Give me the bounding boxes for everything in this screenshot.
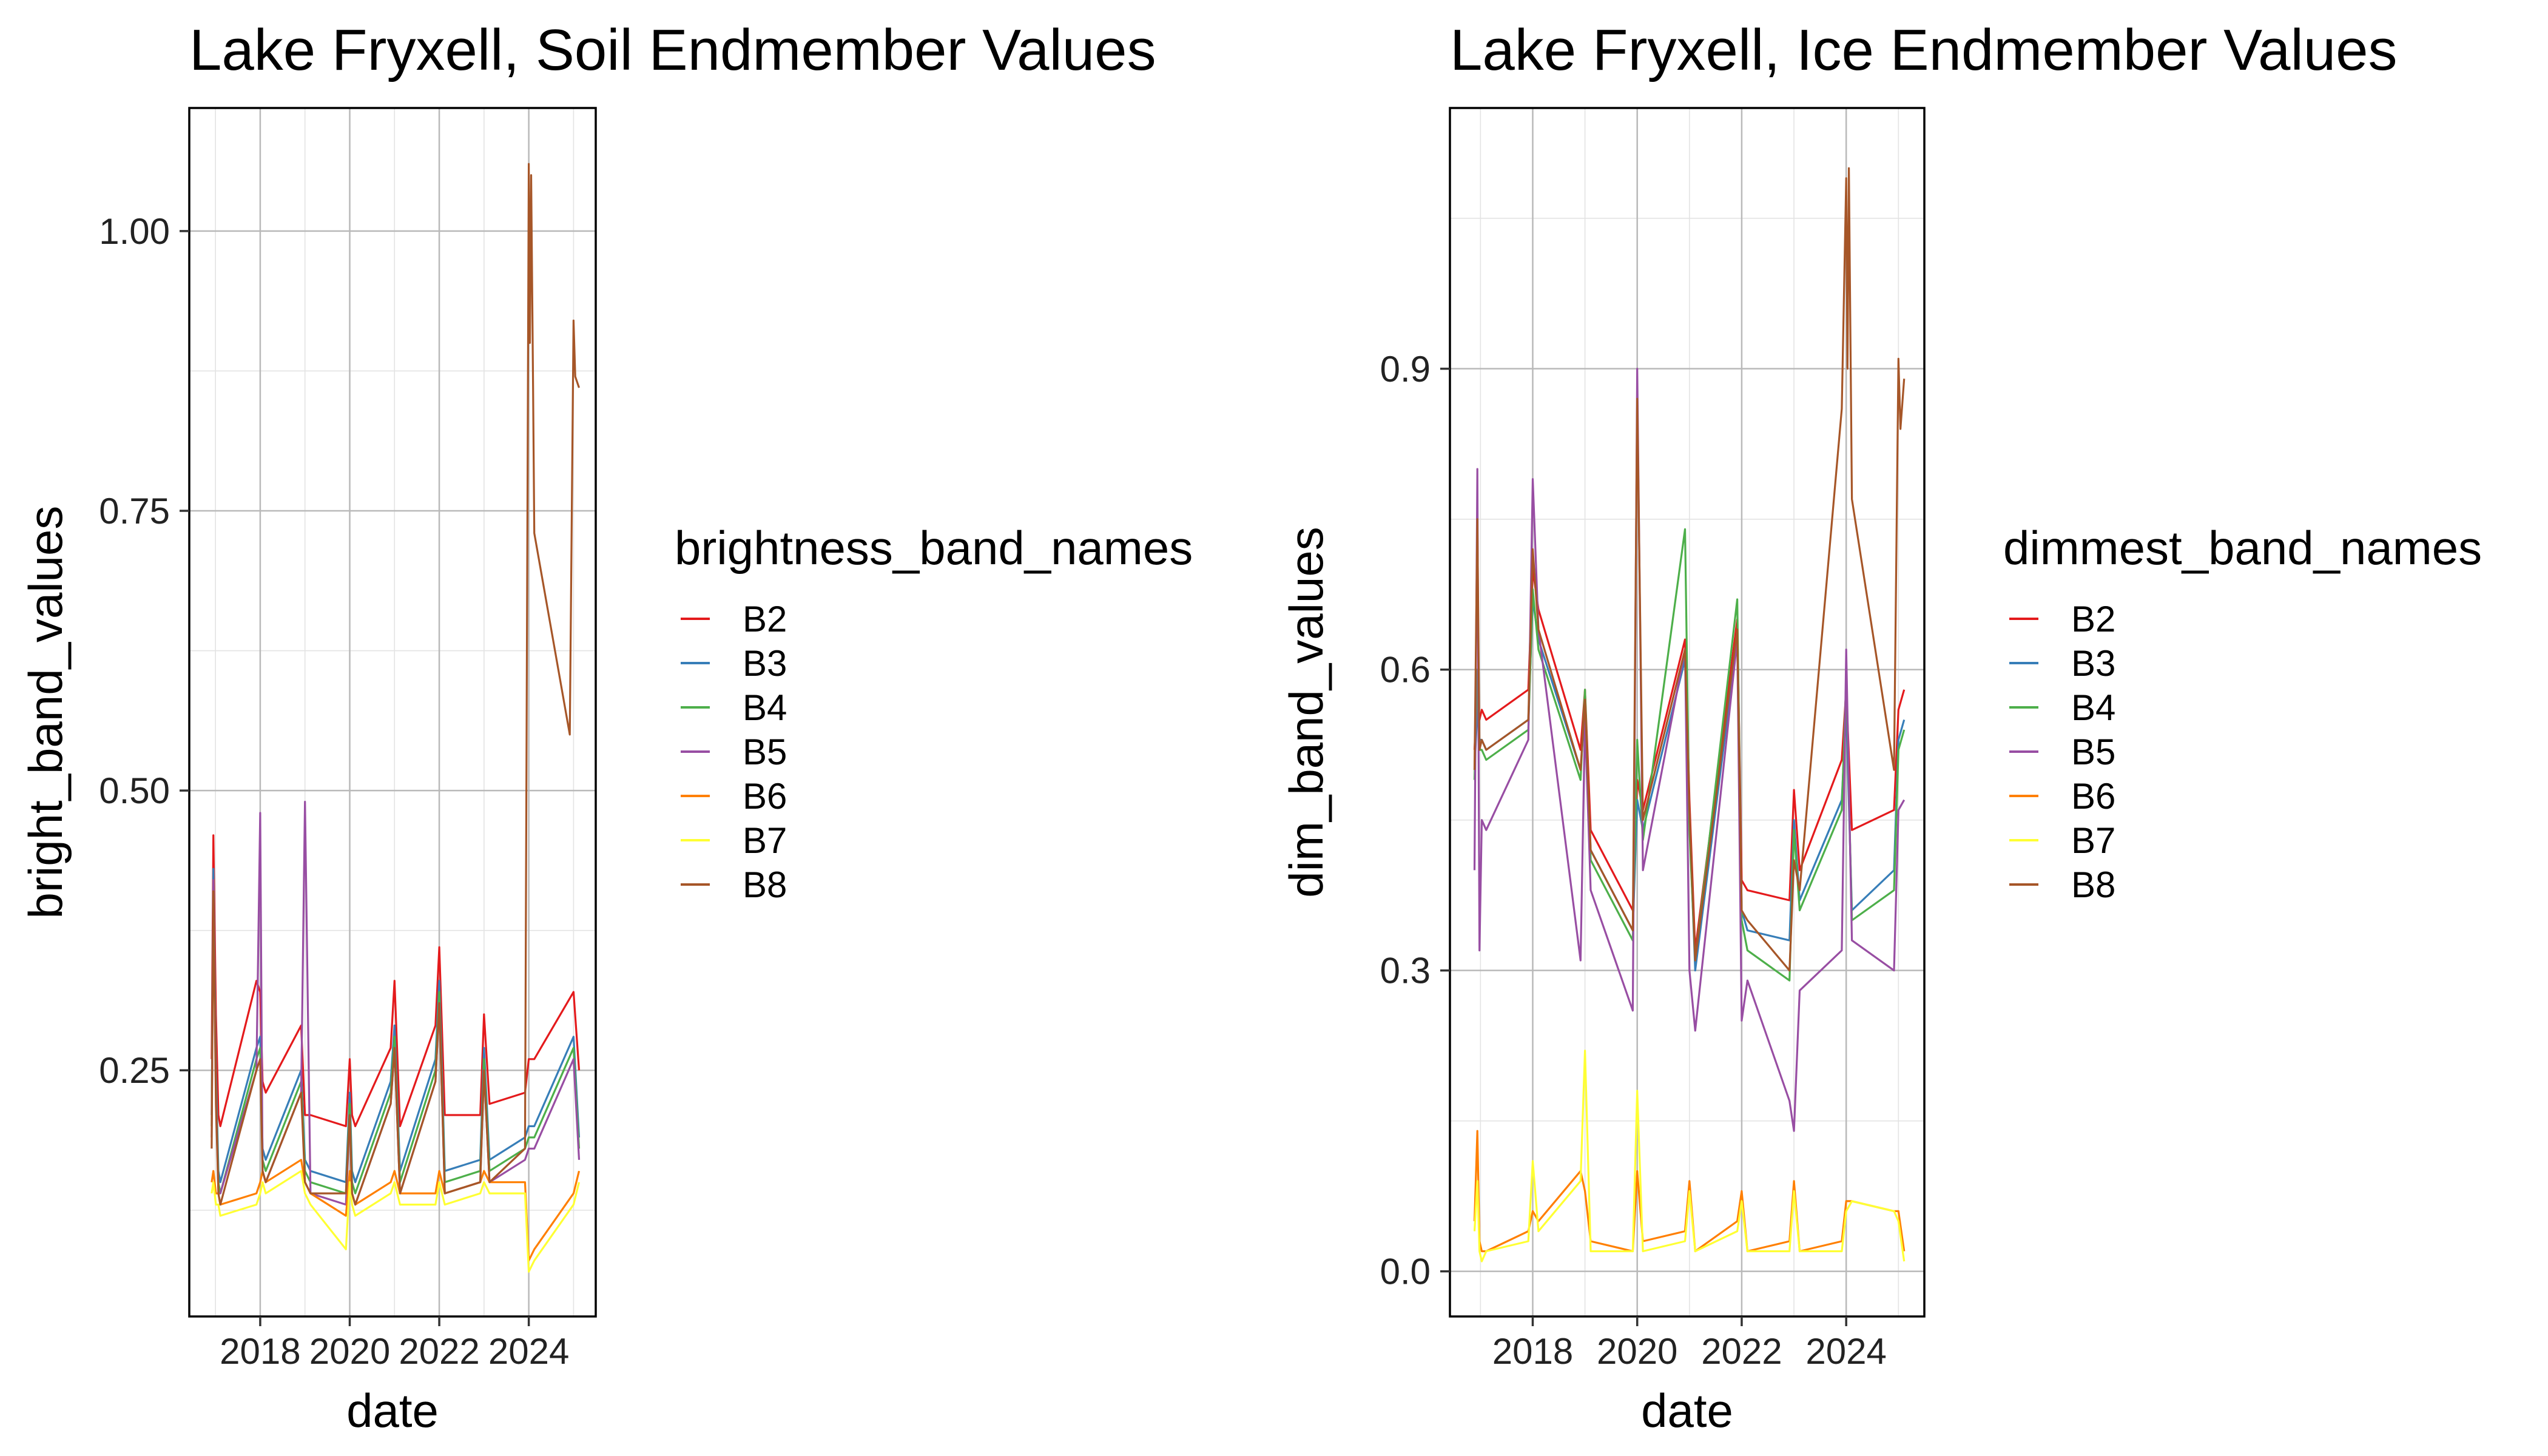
- soil-series-lines: [211, 163, 581, 1273]
- soil-series-b4: [211, 879, 581, 1195]
- ice-x-tick-label: 2024: [1805, 1331, 1886, 1372]
- ice-legend-title: dimmest_band_names: [2003, 521, 2482, 575]
- ice-x-tick-label: 2022: [1701, 1331, 1782, 1372]
- ice-axes: 2018 2020 2022 2024 0.0 0.3 0.6 0.9 date dim_band…: [1279, 349, 1887, 1437]
- legend-label-b6: B6: [743, 776, 787, 817]
- soil-x-tick-label: 2022: [399, 1331, 479, 1372]
- soil-panel-border: [188, 107, 597, 1318]
- ice-x-axis-title: date: [1641, 1384, 1733, 1437]
- legend-label-b5: B5: [2071, 732, 2115, 772]
- legend-item-b4: B4: [2009, 687, 2115, 728]
- legend-item-b6: B6: [681, 776, 787, 817]
- soil-legend-title: brightness_band_names: [675, 521, 1193, 575]
- ice-y-tick-label: 0.9: [1380, 349, 1431, 389]
- legend-label-b6: B6: [2071, 776, 2115, 817]
- legend-label-b4: B4: [743, 687, 787, 728]
- legend-label-b3: B3: [2071, 643, 2115, 684]
- legend-label-b3: B3: [743, 643, 787, 684]
- ice-y-tick-label: 0.6: [1380, 650, 1431, 690]
- legend-item-b6: B6: [2009, 776, 2115, 817]
- legend-item-b5: B5: [2009, 732, 2115, 772]
- soil-y-tick-label: 1.00: [99, 211, 170, 252]
- soil-y-tick-label: 0.75: [99, 491, 170, 531]
- legend-label-b7: B7: [2071, 820, 2115, 861]
- soil-x-tick-label: 2024: [488, 1331, 569, 1372]
- legend-item-b3: B3: [681, 643, 787, 684]
- soil-chart-title: Lake Fryxell, Soil Endmember Values: [189, 18, 1156, 83]
- ice-y-tick-label: 0.0: [1380, 1252, 1431, 1292]
- soil-x-tick-label: 2018: [220, 1331, 300, 1372]
- ice-y-axis-title: dim_band_values: [1279, 527, 1333, 897]
- ice-series-lines: [1473, 167, 1906, 1262]
- legend-label-b8: B8: [743, 864, 787, 905]
- soil-x-tick-label: 2020: [309, 1331, 390, 1372]
- ice-series-b7: [1473, 1050, 1906, 1262]
- ice-x-tick-label: 2018: [1492, 1331, 1573, 1372]
- soil-y-tick-label: 0.25: [99, 1050, 170, 1091]
- legend-label-b4: B4: [2071, 687, 2115, 728]
- ice-x-tick-label: 2020: [1597, 1331, 1677, 1372]
- legend-label-b2: B2: [2071, 599, 2115, 639]
- soil-series-b3: [211, 868, 581, 1184]
- legend-item-b5: B5: [681, 732, 787, 772]
- ice-series-b4: [1473, 528, 1906, 982]
- soil-x-axis-title: date: [346, 1384, 439, 1437]
- ice-panel-border: [1449, 107, 1926, 1318]
- legend-label-b2: B2: [743, 599, 787, 639]
- legend-label-b8: B8: [2071, 864, 2115, 905]
- legend-item-b3: B3: [2009, 643, 2115, 684]
- ice-series-b2: [1473, 568, 1906, 952]
- soil-y-axis-title: bright_band_values: [19, 506, 72, 919]
- ice-chart-title: Lake Fryxell, Ice Endmember Values: [1450, 18, 2398, 83]
- legend-item-b8: B8: [2009, 864, 2115, 905]
- legend-item-b2: B2: [2009, 599, 2115, 639]
- soil-series-b8: [211, 163, 581, 1206]
- legend-item-b7: B7: [681, 820, 787, 861]
- ice-y-tick-label: 0.3: [1380, 951, 1431, 991]
- legend-item-b4: B4: [681, 687, 787, 728]
- ice-series-b8: [1473, 167, 1906, 972]
- legend-label-b7: B7: [743, 820, 787, 861]
- legend-item-b7: B7: [2009, 820, 2115, 861]
- soil-series-b7: [211, 1170, 581, 1273]
- legend-item-b8: B8: [681, 864, 787, 905]
- legend-item-b2: B2: [681, 599, 787, 639]
- soil-axes: 2018 2020 2022 2024 0.25 0.50 0.75 1.00 date brig…: [19, 211, 569, 1437]
- soil-series-b2: [211, 834, 581, 1128]
- legend-label-b5: B5: [743, 732, 787, 772]
- soil-y-tick-label: 0.50: [99, 770, 170, 811]
